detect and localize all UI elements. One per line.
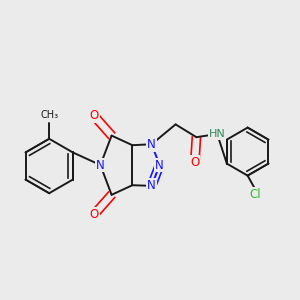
Text: N: N <box>147 179 156 192</box>
Text: HN: HN <box>209 129 226 139</box>
Text: N: N <box>96 158 105 172</box>
Text: N: N <box>147 138 156 151</box>
Text: O: O <box>190 156 200 169</box>
Text: O: O <box>89 109 99 122</box>
Text: O: O <box>89 208 99 221</box>
Text: CH₃: CH₃ <box>40 110 58 120</box>
Text: Cl: Cl <box>250 188 261 201</box>
Text: N: N <box>155 158 164 172</box>
